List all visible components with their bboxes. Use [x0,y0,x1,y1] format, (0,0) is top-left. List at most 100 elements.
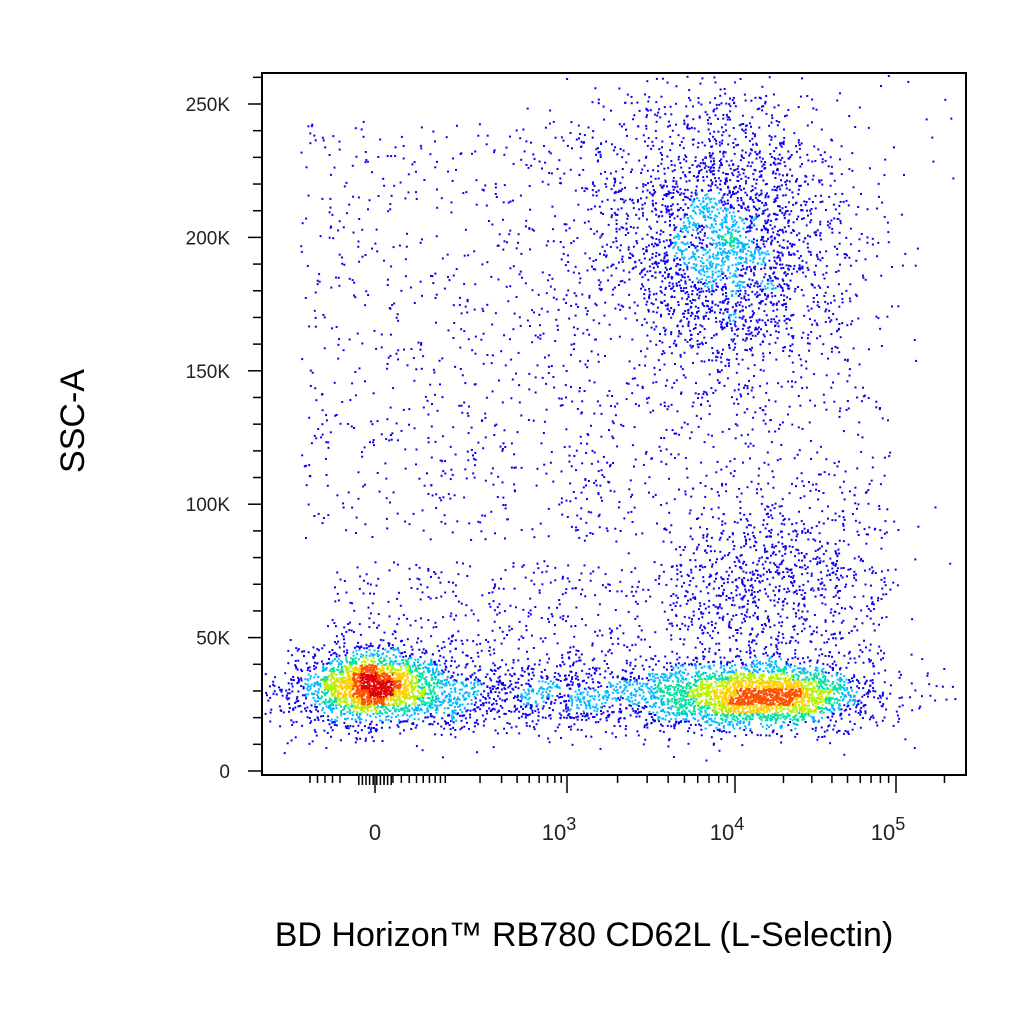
data-point [887,241,890,244]
data-point [785,183,787,186]
data-point [694,392,697,395]
data-point [351,164,354,167]
data-point [710,387,713,390]
data-point [619,198,622,201]
data-point [826,302,829,305]
data-point [811,160,814,163]
data-point [872,687,875,689]
data-point [551,615,554,618]
data-point [606,394,609,397]
data-point [554,624,556,627]
data-point [603,314,606,317]
data-point [594,594,597,597]
data-point [834,519,837,522]
data-point [680,287,682,290]
data-point [773,599,776,602]
data-point [817,258,820,261]
data-point [910,682,913,685]
data-point [864,681,867,684]
data-point [844,585,847,588]
data-point [444,591,447,594]
data-point [668,219,671,222]
data-point [810,307,813,310]
data-point [627,246,630,249]
data-point [466,662,469,665]
data-point [501,401,504,404]
data-point [857,555,860,558]
data-point [642,183,645,186]
data-point [706,631,709,634]
data-point [445,721,447,724]
data-point [562,252,565,255]
data-point [565,499,568,502]
data-point [493,620,496,623]
data-point [786,179,788,182]
data-point [781,536,784,539]
data-point [759,574,762,577]
data-point [841,292,843,295]
data-point [698,663,701,666]
data-point [617,191,620,193]
data-point [821,545,823,548]
data-point [504,504,507,507]
data-point [578,281,581,284]
data-point [792,230,795,232]
data-point [827,517,829,520]
data-point [481,714,484,717]
data-point [732,548,735,551]
data-point [856,530,859,533]
data-point [619,717,622,720]
data-point [682,287,685,290]
data-point [900,213,903,216]
data-point [531,228,534,231]
data-point [827,505,829,508]
data-point [683,158,686,161]
data-point [548,606,550,609]
data-point [740,492,743,495]
data-point [754,579,757,582]
data-point [753,591,756,593]
data-point [530,634,533,637]
data-point [506,722,509,724]
data-point [809,318,811,321]
data-point [648,265,651,268]
data-point [745,615,748,618]
data-point [715,594,718,597]
data-point [814,595,817,598]
data-point [881,693,884,696]
data-point [678,433,681,436]
data-point [825,458,828,461]
data-point [724,151,727,154]
data-point [720,558,723,561]
data-point [705,474,708,477]
data-point [813,614,816,616]
data-point [449,728,452,731]
data-point [798,354,801,357]
data-point [337,357,340,360]
data-point [798,268,801,271]
data-point [652,245,655,248]
data-point [753,364,756,367]
data-point [907,80,910,83]
data-point [369,644,372,647]
data-point [785,274,787,277]
data-point [838,596,841,599]
data-point [413,302,416,304]
data-point [801,259,804,262]
data-point [763,335,766,338]
data-point [402,145,405,147]
data-point [597,159,599,162]
data-point [686,298,689,301]
data-point [364,483,366,486]
data-point [440,474,443,477]
data-point [786,616,789,619]
data-point [538,591,541,594]
data-point [599,172,602,175]
data-point [780,505,783,508]
data-point [853,494,856,497]
data-point [878,694,881,697]
data-point [491,591,494,594]
data-point [835,664,838,667]
data-point [741,621,744,624]
data-point [390,155,393,158]
